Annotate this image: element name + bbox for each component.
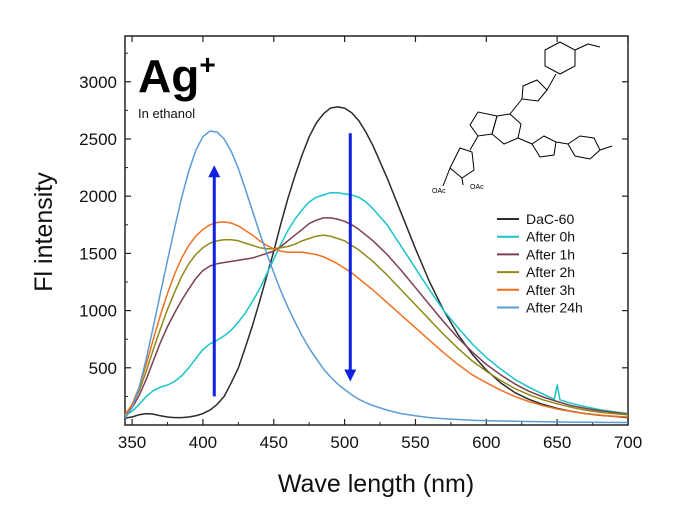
y-tick-label: 3000 <box>79 73 117 92</box>
legend-label: After 1h <box>526 246 575 262</box>
arrow-head-down <box>344 369 357 382</box>
series-line-after-24h <box>124 130 629 424</box>
ion-main-text: Ag <box>138 50 199 102</box>
acetate-label-2: OAc <box>470 184 484 191</box>
molecule-structure-icon: OAc OAc <box>432 41 613 195</box>
series-line-after-3h <box>124 221 629 418</box>
ion-label: Ag+ <box>138 49 216 102</box>
x-tick-label: 350 <box>118 433 146 452</box>
legend-label: After 2h <box>526 264 575 280</box>
arrow-head-up <box>208 165 221 178</box>
solvent-label: In ethanol <box>138 106 195 121</box>
x-tick-label: 650 <box>543 433 571 452</box>
legend-label: After 24h <box>526 300 583 316</box>
series-line-after-1h <box>124 217 629 416</box>
series-line-dac-60 <box>124 106 629 419</box>
x-tick-label: 600 <box>472 433 500 452</box>
axis-tick-labels: 350 400 450 500 550 600 650 700 500 1000 1500 2000 2… <box>79 73 642 452</box>
x-axis-title: Wave length (nm) <box>278 470 474 498</box>
series-line-after-2h <box>124 234 629 416</box>
series-lines <box>124 106 629 424</box>
y-tick-label: 2500 <box>79 130 117 149</box>
y-tick-label: 2000 <box>79 187 117 206</box>
x-tick-label: 700 <box>614 433 642 452</box>
x-tick-label: 500 <box>330 433 358 452</box>
y-axis-title: Fl intensity <box>30 172 58 292</box>
plot-frame <box>124 35 629 426</box>
y-tick-label: 500 <box>89 359 117 378</box>
trend-arrows <box>208 133 357 397</box>
legend-label: After 3h <box>526 282 575 298</box>
x-tick-label: 400 <box>189 433 217 452</box>
x-tick-label: 550 <box>401 433 429 452</box>
series-line-after-0h <box>124 191 629 417</box>
y-tick-label: 1000 <box>79 302 117 321</box>
x-tick-label: 450 <box>260 433 288 452</box>
legend-label: DaC-60 <box>526 211 574 227</box>
y-tick-label: 1500 <box>79 244 117 263</box>
acetate-label-1: OAc <box>432 188 446 195</box>
ion-charge-text: + <box>199 49 215 80</box>
legend-label: After 0h <box>526 229 575 245</box>
